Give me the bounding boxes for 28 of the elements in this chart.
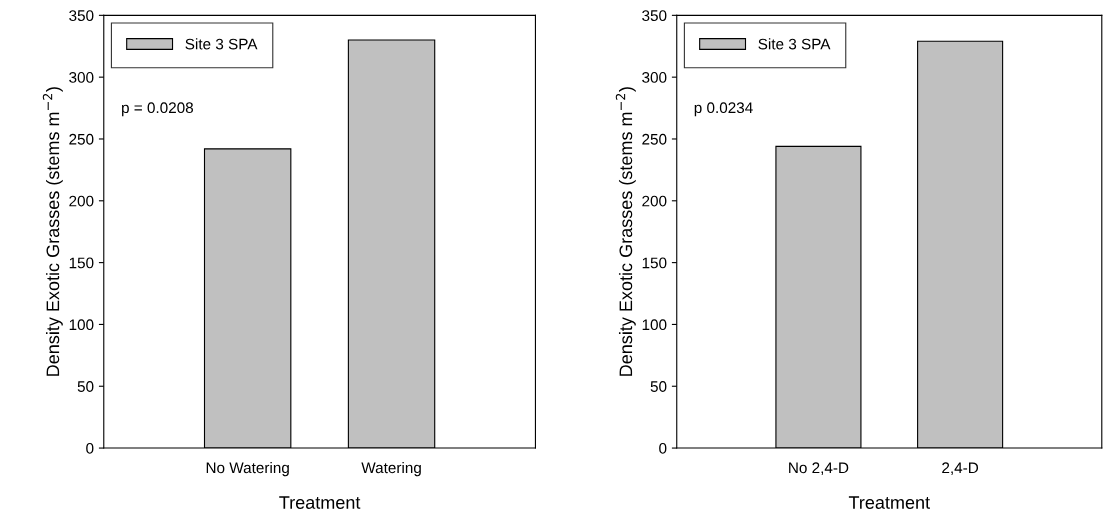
y-tick-label: 150 — [642, 257, 667, 269]
y-tick-label: 350 — [642, 10, 667, 22]
y-tick-label: 0 — [86, 442, 94, 454]
y-tick-label: 350 — [69, 10, 94, 22]
y-tick-label: 200 — [642, 195, 667, 207]
y-tick-label: 100 — [69, 319, 94, 331]
x-tick-label: No 2,4-D — [789, 462, 849, 475]
y-tick-label: 150 — [69, 257, 94, 269]
y-tick-label: 50 — [77, 381, 94, 392]
y-tick-label: 0 — [659, 442, 667, 454]
y-axis-title: Density Exotic Grasses (stems m$^{−2}$) — [615, 87, 636, 376]
x-tick-label: No Watering — [206, 461, 289, 477]
y-tick-label: 100 — [642, 319, 667, 331]
x-axis-title: Treatment — [279, 496, 361, 509]
y-tick-label: 300 — [69, 72, 94, 83]
y-tick-label: 200 — [69, 195, 94, 207]
y-tick-label: 250 — [642, 133, 667, 145]
x-axis-title: Treatment — [848, 496, 930, 509]
x-tick-label: Watering — [361, 461, 421, 477]
y-tick-label: 300 — [642, 72, 667, 83]
y-tick-label: 50 — [650, 381, 667, 392]
annotation: p = 0.0208 — [122, 102, 194, 117]
y-axis-title: Density Exotic Grasses (stems m$^{−2}$) — [42, 87, 63, 376]
annotation: p 0.0234 — [694, 102, 753, 117]
legend-label: Site 3 SPA — [758, 38, 831, 50]
x-tick-label: 2,4-D — [942, 462, 979, 475]
legend-label: Site 3 SPA — [185, 38, 258, 50]
y-tick-label: 250 — [69, 133, 94, 145]
